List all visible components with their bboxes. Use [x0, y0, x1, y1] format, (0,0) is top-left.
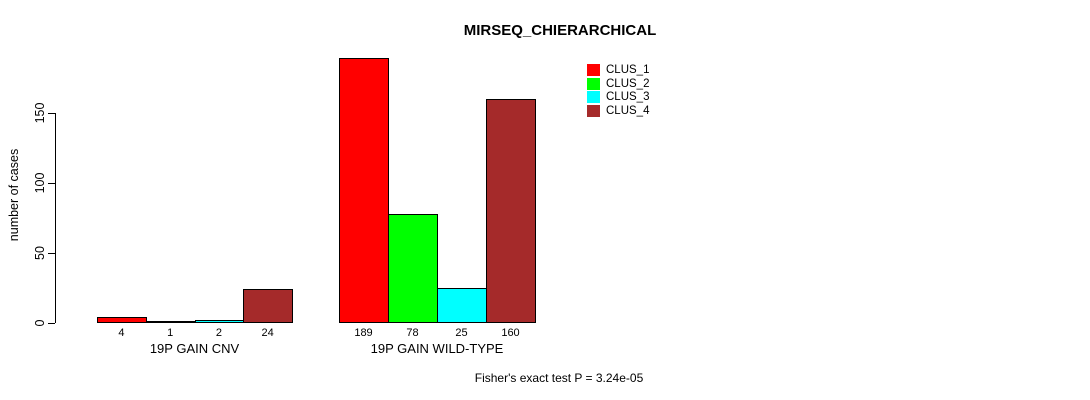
- bar-value-label: 160: [501, 327, 520, 339]
- bar-clus_1-2: [339, 58, 389, 323]
- legend-label-clus_2: CLUS_2: [606, 77, 650, 90]
- y-tick-label: 50: [33, 246, 47, 260]
- bar-clus_4-1: [243, 289, 293, 323]
- group-label-2: 19P GAIN WILD-TYPE: [370, 341, 504, 356]
- legend-swatch-clus_1: [587, 64, 600, 76]
- y-tick-label: 0: [33, 319, 47, 327]
- chart-title: MIRSEQ_CHIERARCHICAL: [463, 22, 657, 39]
- y-tick-mark: [48, 112, 55, 114]
- bar-value-label: 1: [167, 327, 174, 339]
- fisher-test-annotation: Fisher's exact test P = 3.24e-05: [474, 371, 644, 385]
- y-axis-line: [55, 113, 56, 323]
- y-tick-mark: [48, 252, 55, 254]
- y-tick-label: 100: [33, 172, 47, 194]
- bar-clus_4-2: [486, 99, 536, 323]
- legend-swatch-clus_2: [587, 77, 600, 90]
- legend-swatch-clus_3: [587, 91, 600, 104]
- bar-value-label: 2: [215, 327, 222, 339]
- y-axis-label: number of cases: [7, 148, 21, 242]
- bar-clus_2-2: [388, 213, 438, 323]
- legend-label-clus_1: CLUS_1: [606, 64, 650, 76]
- bar-value-label: 25: [455, 327, 468, 339]
- bar-value-label: 78: [406, 327, 419, 339]
- legend-label-clus_4: CLUS_4: [606, 104, 650, 117]
- bar-clus_1-1: [97, 317, 147, 323]
- bar-value-label: 189: [354, 327, 373, 339]
- bar-clus_2-1: [145, 321, 196, 323]
- bar-value-label: 24: [261, 327, 274, 339]
- bar-value-label: 4: [118, 327, 125, 339]
- y-tick-mark: [48, 182, 55, 184]
- group-label-1: 19P GAIN CNV: [149, 341, 240, 356]
- legend-label-clus_3: CLUS_3: [606, 91, 650, 104]
- bar-clus_3-1: [194, 320, 245, 323]
- y-tick-label: 150: [33, 102, 47, 124]
- legend-swatch-clus_4: [587, 104, 600, 117]
- bar-clus_3-2: [437, 288, 487, 323]
- y-tick-mark: [48, 322, 55, 324]
